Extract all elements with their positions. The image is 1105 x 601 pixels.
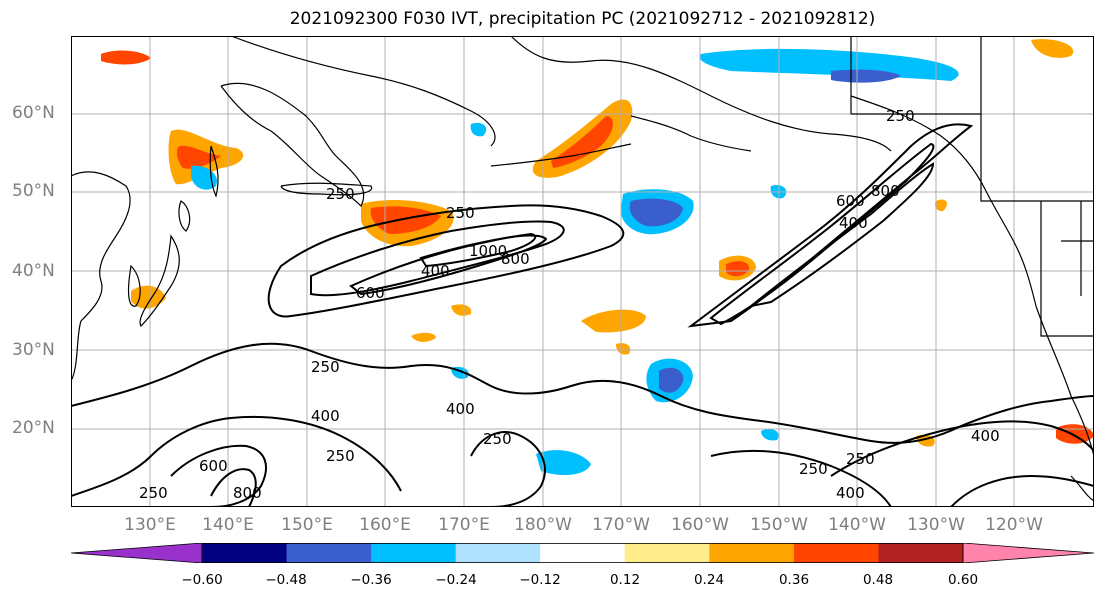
colorbar-segment — [878, 543, 964, 563]
colorbar-segment — [540, 543, 626, 563]
ivt-contours — [71, 123, 1094, 507]
contour-label: 250 — [139, 484, 168, 502]
lon-label-170w: 170°W — [592, 515, 650, 535]
precip-patch — [411, 332, 436, 342]
colorbar-tick: −0.12 — [519, 572, 561, 588]
precip-patch — [831, 69, 901, 83]
precip-patch — [451, 304, 472, 316]
contour-label: 600 — [356, 284, 385, 302]
lon-label-150w: 150°W — [750, 515, 808, 535]
contour-label: 600 — [836, 192, 865, 210]
contour-label: 800 — [871, 182, 900, 200]
lat-label-50n: 50°N — [12, 181, 55, 201]
colorbar-segment — [624, 543, 710, 563]
colorbar-svg — [70, 542, 1095, 564]
colorbar-extend-high — [962, 542, 1095, 564]
precip-patch — [176, 145, 221, 169]
contour-label: 250 — [483, 430, 512, 448]
precip-shading — [101, 39, 1094, 476]
contour-label: 400 — [839, 214, 868, 232]
contour-label: 250 — [311, 358, 340, 376]
colorbar-segment — [793, 543, 879, 563]
contour-label: 800 — [501, 250, 530, 268]
colorbar-segment — [371, 543, 457, 563]
lat-label-20n: 20°N — [12, 418, 55, 438]
colorbar-tick: −0.60 — [181, 572, 223, 588]
lat-label-40n: 40°N — [12, 261, 55, 281]
colorbar-segment — [286, 543, 372, 563]
graticule — [71, 36, 1094, 507]
coastlines — [71, 36, 1094, 502]
map-canvas: 250 250 250 250 250 250 250 250 250 400 … — [71, 36, 1094, 507]
map-panel[interactable]: 250 250 250 250 250 250 250 250 250 400 … — [71, 36, 1094, 507]
precip-patch — [536, 450, 591, 476]
colorbar-tick: 0.60 — [947, 572, 979, 588]
contour-label: 400 — [311, 407, 340, 425]
precip-patch — [761, 429, 779, 441]
colorbar-extend-low — [70, 542, 203, 564]
lon-label-120w: 120°W — [985, 515, 1043, 535]
lat-label-30n: 30°N — [12, 340, 55, 360]
colorbar-tick: −0.48 — [265, 572, 307, 588]
colorbar-tick: 0.12 — [609, 572, 641, 588]
contour-label: 250 — [886, 107, 915, 125]
lon-label-180w: 180°W — [514, 515, 572, 535]
colorbar-segment — [709, 543, 795, 563]
precip-patch — [551, 116, 613, 168]
precip-patch — [659, 367, 684, 393]
precip-patch — [101, 50, 151, 65]
lon-label-130e: 130°E — [124, 515, 176, 535]
contour-label: 400 — [971, 427, 1000, 445]
colorbar-segment — [202, 543, 288, 563]
precip-patch — [726, 261, 750, 277]
lon-label-140w: 140°W — [828, 515, 886, 535]
precip-patch — [629, 198, 683, 227]
lon-label-140e: 140°E — [202, 515, 254, 535]
map-border — [71, 36, 1094, 507]
colorbar-tick: −0.24 — [435, 572, 477, 588]
precip-patch — [934, 199, 947, 212]
contour-label: 400 — [421, 262, 450, 280]
colorbar-segment — [455, 543, 541, 563]
precip-patch — [616, 343, 631, 355]
colorbar — [70, 542, 1095, 564]
lon-label-160e: 160°E — [359, 515, 411, 535]
colorbar-tick: 0.36 — [778, 572, 810, 588]
contour-label: 250 — [799, 460, 828, 478]
precip-patch — [370, 206, 441, 234]
precip-patch — [581, 309, 646, 333]
colorbar-tick: 0.48 — [862, 572, 894, 588]
contour-label: 400 — [836, 484, 865, 502]
contour-label: 250 — [326, 185, 355, 203]
lon-label-160w: 160°W — [671, 515, 729, 535]
lon-label-130w: 130°W — [907, 515, 965, 535]
precip-patch — [470, 122, 487, 137]
contour-label-group: 250 250 250 250 250 250 250 250 250 400 … — [139, 107, 1000, 502]
contour-label: 800 — [233, 484, 262, 502]
precip-patch — [1031, 39, 1074, 58]
lon-label-150e: 150°E — [281, 515, 333, 535]
contour-label: 250 — [446, 204, 475, 222]
colorbar-tick: −0.36 — [350, 572, 392, 588]
colorbar-tick: 0.24 — [693, 572, 725, 588]
precip-patch — [699, 48, 959, 81]
contour-label: 400 — [446, 400, 475, 418]
lat-label-60n: 60°N — [12, 103, 55, 123]
contour-label: 250 — [846, 450, 875, 468]
contour-label: 600 — [199, 457, 228, 475]
contour-label: 250 — [326, 447, 355, 465]
precip-patch — [1056, 424, 1094, 444]
lon-label-170e: 170°E — [438, 515, 490, 535]
colorbar-outline — [201, 543, 964, 564]
contour-label: 1000 — [469, 242, 507, 260]
plot-title: 2021092300 F030 IVT, precipitation PC (2… — [289, 9, 876, 29]
